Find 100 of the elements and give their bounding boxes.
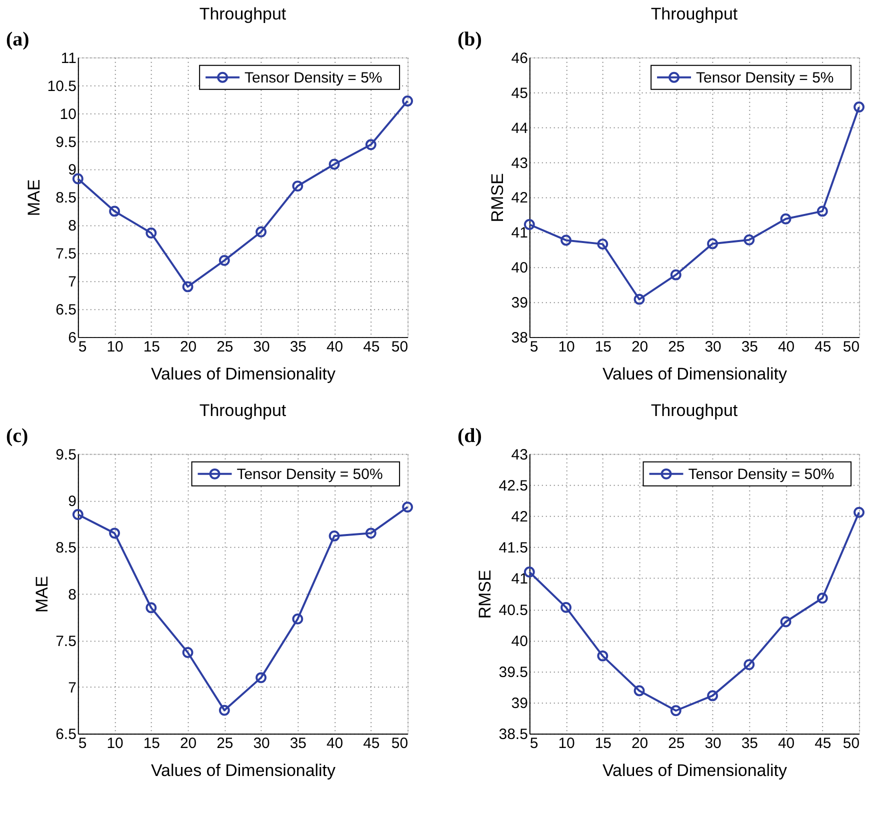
point	[670, 269, 682, 280]
x-tick-label: 25	[668, 338, 685, 356]
x-tick-label: 15	[143, 338, 160, 356]
y-axis-title: RMSE	[488, 173, 508, 222]
chart-title: Throughput	[199, 400, 286, 420]
x-tick-label: 20	[180, 338, 197, 356]
y-tick-label: 38.5	[498, 726, 528, 744]
point	[328, 530, 340, 542]
y-tick-label: 10	[60, 106, 76, 123]
y-tick-label: 6	[68, 330, 76, 347]
x-tick-label: 45	[814, 735, 832, 752]
x-axis-title: Values of Dimensionality	[150, 761, 336, 780]
point	[707, 238, 718, 250]
y-tick-label: 39	[511, 695, 528, 712]
y-tick-label: 9.5	[56, 134, 76, 151]
point	[328, 158, 340, 170]
text: (b)	[457, 28, 482, 50]
point	[816, 206, 828, 217]
y-tick-label: 46	[511, 50, 528, 67]
text: (a)	[6, 28, 30, 50]
x-tick-label: 10	[558, 338, 575, 356]
x-axis-title: Values of Dimensionality	[150, 364, 336, 384]
y-tick-label: 38	[511, 330, 528, 347]
x-tick-label: 50	[842, 735, 860, 752]
point	[744, 659, 755, 670]
y-tick-label: 42	[511, 508, 528, 526]
x-axis-title: Values of Dimensionality	[602, 364, 788, 384]
x-tick-label: 25	[668, 735, 685, 752]
point	[560, 234, 572, 246]
point	[744, 234, 755, 246]
y-tick-label: 8.5	[56, 540, 76, 557]
y-tick-label: 39	[511, 294, 528, 312]
point	[109, 528, 120, 539]
y-tick-label: 45	[511, 84, 528, 102]
point	[182, 281, 194, 292]
x-tick-label: 35	[290, 338, 306, 356]
x-tick-label: 5	[78, 338, 87, 356]
y-tick-label: 39.5	[498, 664, 528, 681]
text: (d)	[457, 424, 482, 447]
point	[146, 228, 157, 238]
chart-title: Throughput	[650, 4, 738, 24]
point	[670, 705, 682, 716]
y-tick-label: 8	[68, 586, 76, 604]
y-tick-label: 11	[60, 50, 76, 67]
x-tick-label: 5	[530, 735, 538, 752]
x-tick-label: 50	[391, 338, 408, 356]
x-tick-label: 10	[106, 735, 124, 752]
x-tick-label: 15	[143, 735, 160, 752]
point	[402, 96, 414, 106]
point	[256, 226, 267, 238]
y-tick-label: 6.5	[56, 302, 76, 319]
x-tick-label: 25	[216, 338, 234, 356]
point	[634, 294, 645, 305]
y-tick-label: 42	[511, 190, 528, 207]
x-tick-label: 15	[594, 338, 612, 356]
x-tick-label: 25	[216, 735, 234, 752]
chart-title: Throughput	[199, 4, 286, 24]
point	[365, 139, 376, 150]
y-axis-title: MAE	[24, 179, 44, 216]
point	[72, 509, 84, 520]
x-tick-label: 20	[180, 735, 197, 752]
point	[634, 685, 645, 696]
x-tick-label: 30	[253, 735, 270, 752]
y-tick-label: 7	[68, 274, 76, 291]
point	[402, 502, 414, 513]
legend-label: Tensor Density = 5%	[244, 69, 382, 86]
y-tick-label: 40.5	[498, 602, 528, 619]
x-tick-label: 5	[530, 338, 538, 356]
y-tick-label: 42.5	[498, 478, 528, 494]
y-tick-label: 44	[511, 120, 528, 137]
x-tick-label: 30	[704, 735, 722, 752]
point	[780, 213, 792, 224]
x-tick-label: 5	[78, 735, 87, 752]
point	[854, 102, 864, 112]
point	[146, 602, 157, 614]
legend-label: Tensor Density = 50%	[688, 466, 834, 483]
point	[780, 616, 792, 628]
point	[256, 672, 267, 684]
y-tick-label: 9	[68, 162, 76, 179]
x-tick-label: 10	[106, 338, 124, 356]
point	[816, 592, 828, 604]
x-tick-label: 20	[631, 338, 648, 356]
x-tick-label: 20	[631, 735, 648, 752]
legend-label: Tensor Density = 5%	[696, 69, 834, 86]
chart-title: Throughput	[650, 400, 738, 420]
point	[597, 238, 608, 250]
x-tick-label: 40	[326, 338, 344, 356]
y-tick-label: 41.5	[498, 540, 528, 557]
legend-label: Tensor Density = 50%	[236, 466, 383, 483]
x-tick-label: 40	[778, 338, 795, 356]
y-tick-label: 7.5	[56, 632, 76, 650]
x-tick-label: 35	[741, 735, 758, 752]
x-tick-label: 50	[391, 735, 408, 752]
y-tick-label: 41	[511, 570, 528, 588]
y-tick-label: 9	[68, 493, 76, 510]
y-tick-label: 41	[511, 224, 528, 242]
y-tick-label: 10.5	[47, 78, 76, 95]
y-tick-label: 6.5	[56, 726, 76, 744]
x-tick-label: 45	[814, 338, 832, 356]
y-tick-label: 7	[68, 679, 76, 696]
